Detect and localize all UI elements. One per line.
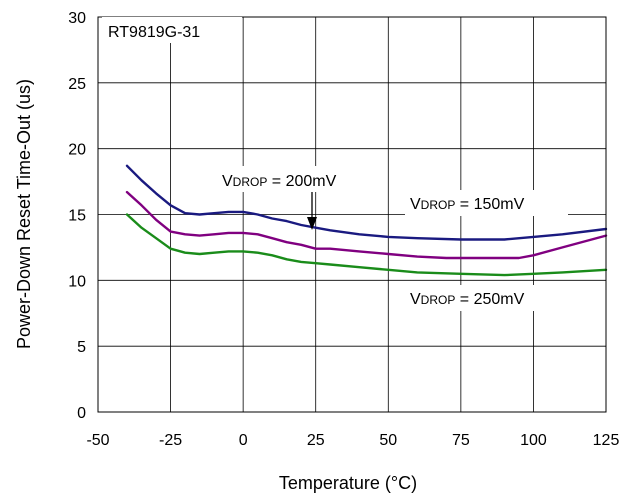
annotation-200mv: VDROP = 200mV: [222, 173, 337, 190]
y-tick-label: 15: [68, 208, 86, 225]
x-tick-label: 125: [593, 432, 620, 449]
series-line-1: [125, 164, 608, 241]
annotation-250mv: VDROP = 250mV: [410, 291, 525, 308]
y-tick-label: 10: [68, 273, 86, 290]
series-line-2: [125, 190, 608, 260]
series-group: [125, 164, 608, 277]
series-line-3: [125, 213, 608, 277]
plot-frame: [97, 16, 607, 413]
x-tick-label: -50: [86, 432, 109, 449]
y-tick-label: 30: [68, 10, 86, 27]
x-tick-label: 75: [452, 432, 470, 449]
x-tick-label: 0: [239, 432, 248, 449]
annotation-sub: DROP: [233, 175, 268, 189]
x-tick-label: 25: [307, 432, 325, 449]
annotation-sub: DROP: [421, 293, 456, 307]
annotation-bg: [218, 166, 383, 192]
x-tick-label: 100: [520, 432, 547, 449]
x-tick-labels: -50 -25 0 25 50 75 100 125: [86, 432, 619, 449]
annotation-150mv: VDROP = 150mV: [410, 196, 525, 213]
annotation-bg: [405, 190, 568, 216]
annotation-arrow-head: [307, 217, 317, 230]
annotation-prefix: V: [410, 291, 421, 308]
y-axis-title: Power-Down Reset Time-Out (us): [14, 79, 34, 349]
annotation-bg: [405, 285, 568, 311]
annotation-prefix: V: [410, 196, 421, 213]
x-tick-label: -25: [159, 432, 182, 449]
y-tick-labels: 0 5 10 15 20 25 30: [68, 10, 86, 422]
y-tick-label: 20: [68, 142, 86, 159]
annotation-suffix: = 250mV: [455, 291, 524, 308]
y-tick-label: 5: [77, 339, 86, 356]
annotation-suffix: = 200mV: [267, 173, 336, 190]
annotation-sub: DROP: [421, 198, 456, 212]
y-tick-label: 25: [68, 76, 86, 93]
x-axis-title: Temperature (°C): [279, 473, 417, 493]
y-tick-label: 0: [77, 405, 86, 422]
x-tick-label: 50: [379, 432, 397, 449]
inset-label: RT9819G-31: [108, 24, 200, 41]
inset-label-box: [102, 17, 242, 43]
annotation-prefix: V: [222, 173, 233, 190]
annotation-suffix: = 150mV: [455, 196, 524, 213]
